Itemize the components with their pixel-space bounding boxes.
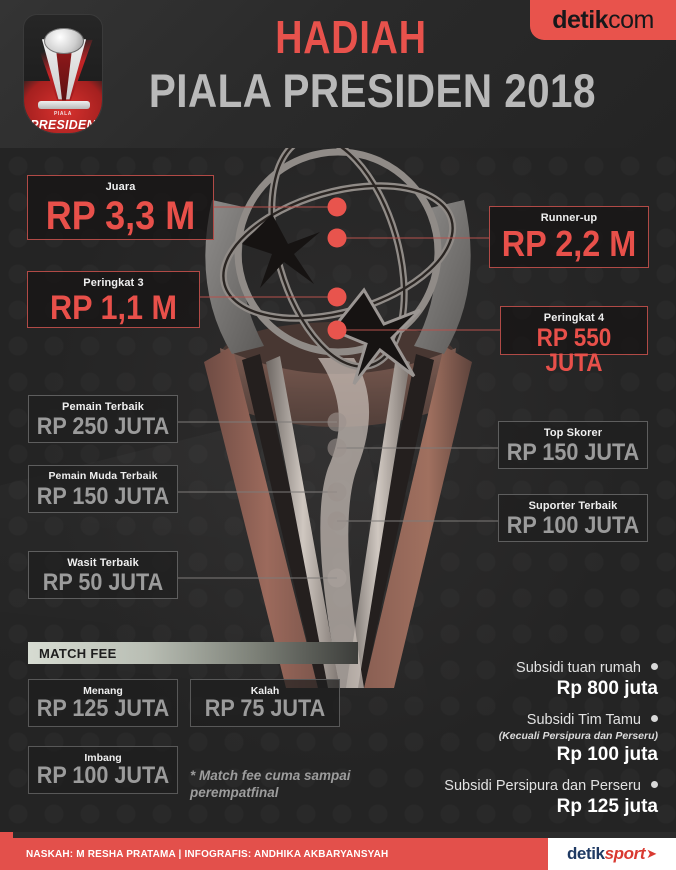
- logo-ball-outline-icon: [44, 28, 84, 54]
- prize-amount: RP 50 JUTA: [42, 569, 164, 597]
- match-fee-label: Menang: [83, 685, 123, 697]
- subsidi-amount: Rp 125 juta: [556, 796, 658, 818]
- prize-amount: RP 150 JUTA: [506, 439, 640, 467]
- prize-box-suporter-terbaik[interactable]: Suporter Terbaik RP 100 JUTA: [498, 494, 648, 542]
- logo-trophy-base: [38, 101, 90, 109]
- subsidi-item-persipura-perseru: Subsidi Persipura dan Perseru Rp 125 jut…: [348, 778, 658, 819]
- match-fee-heading-text: MATCH FEE: [39, 645, 117, 661]
- infographic-body: Juara RP 3,3 M Runner-up RP 2,2 M Pering…: [0, 148, 676, 832]
- match-fee-header: MATCH FEE: [28, 642, 358, 664]
- match-fee-section: MATCH FEE: [28, 642, 358, 664]
- bullet-icon: [651, 663, 658, 670]
- detiksport-logo[interactable]: detik sport ➤: [548, 838, 676, 870]
- prize-amount: RP 250 JUTA: [36, 413, 170, 441]
- prize-box-peringkat-3[interactable]: Peringkat 3 RP 1,1 M: [27, 271, 200, 328]
- footer-credit-text: NASKAH: M RESHA PRATAMA | INFOGRAFIS: AN…: [26, 848, 389, 860]
- piala-presiden-logo: PIALA PRESIDEN: [23, 14, 103, 134]
- prize-box-wasit-terbaik[interactable]: Wasit Terbaik RP 50 JUTA: [28, 551, 178, 599]
- subsidi-amount: Rp 800 juta: [556, 678, 658, 700]
- prize-amount: RP 2,2 M: [501, 223, 637, 265]
- prize-box-pemain-muda-terbaik[interactable]: Pemain Muda Terbaik RP 150 JUTA: [28, 465, 178, 513]
- prize-amount: RP 150 JUTA: [36, 482, 170, 510]
- title-hadiah: HADIAH: [275, 11, 427, 63]
- subsidi-label: Subsidi tuan rumah: [516, 660, 641, 676]
- prize-label: Peringkat 4: [543, 312, 605, 324]
- prize-box-top-skorer[interactable]: Top Skorer RP 150 JUTA: [498, 421, 648, 469]
- prize-amount: RP 3,3 M: [45, 194, 196, 239]
- prize-label: Pemain Terbaik: [62, 401, 144, 413]
- subsidi-note: (Kecuali Persipura dan Perseru): [498, 729, 658, 742]
- prize-amount: RP 550 JUTA: [536, 324, 612, 378]
- prize-box-pemain-terbaik[interactable]: Pemain Terbaik RP 250 JUTA: [28, 395, 178, 443]
- swoosh-icon: ➤: [646, 846, 658, 861]
- subsidi-label: Subsidi Tim Tamu: [526, 712, 641, 729]
- bullet-icon: [651, 780, 658, 788]
- bullet-icon: [651, 715, 658, 723]
- prize-label: Wasit Terbaik: [67, 557, 139, 569]
- prize-box-juara[interactable]: Juara RP 3,3 M: [27, 175, 214, 240]
- detiksport-sport-text: sport: [604, 844, 646, 863]
- logo-presiden-text: PRESIDEN: [30, 117, 96, 132]
- match-fee-label: Imbang: [84, 752, 122, 764]
- subsidi-label: Subsidi Persipura dan Perseru: [444, 777, 641, 794]
- prize-label: Pemain Muda Terbaik: [48, 470, 158, 482]
- prize-label: Suporter Terbaik: [528, 500, 618, 512]
- match-fee-box-imbang[interactable]: Imbang RP 100 JUTA: [28, 746, 178, 794]
- detikcom-bold-text: detik: [552, 5, 609, 34]
- prize-label: Juara: [105, 181, 136, 193]
- match-fee-amount: RP 125 JUTA: [36, 695, 170, 722]
- match-fee-box-kalah[interactable]: Kalah RP 75 JUTA: [190, 679, 340, 727]
- match-fee-note: * Match fee cuma sampai perempatfinal: [190, 768, 351, 800]
- prize-label: Peringkat 3: [83, 277, 144, 289]
- title-piala-presiden-2018: PIALA PRESIDEN 2018: [148, 64, 596, 117]
- page-title: HADIAH PIALA PRESIDEN 2018: [116, 11, 596, 117]
- footer-spacer: [0, 832, 676, 838]
- prize-label: Top Skorer: [543, 427, 603, 439]
- logo-piala-text: PIALA: [54, 111, 72, 117]
- page-header: PIALA PRESIDEN HADIAH PIALA PRESIDEN 201…: [0, 0, 676, 148]
- match-fee-label: Kalah: [250, 685, 280, 697]
- detikcom-light-text: com: [608, 5, 654, 34]
- subsidi-item-tim-tamu: Subsidi Tim Tamu (Kecuali Persipura dan …: [348, 712, 658, 767]
- connector-lines: [178, 197, 500, 588]
- prize-label: Runner-up: [540, 212, 598, 224]
- detiksport-detik-text: detik: [566, 844, 605, 863]
- prize-amount: RP 1,1 M: [49, 289, 177, 328]
- subsidi-section: Subsidi tuan rumah Rp 800 juta Subsidi T…: [348, 660, 658, 830]
- detikcom-logo[interactable]: detik com: [530, 0, 676, 40]
- page-footer: NASKAH: M RESHA PRATAMA | INFOGRAFIS: AN…: [0, 838, 676, 870]
- subsidi-item-tuan-rumah: Subsidi tuan rumah Rp 800 juta: [348, 660, 658, 701]
- match-fee-amount: RP 100 JUTA: [36, 762, 170, 789]
- prize-box-peringkat-4[interactable]: Peringkat 4 RP 550 JUTA: [500, 306, 648, 376]
- match-fee-box-menang[interactable]: Menang RP 125 JUTA: [28, 679, 178, 727]
- connector-dots: [327, 197, 347, 588]
- match-fee-amount: RP 75 JUTA: [204, 695, 326, 722]
- prize-box-runner-up[interactable]: Runner-up RP 2,2 M: [489, 206, 649, 268]
- prize-amount: RP 100 JUTA: [506, 512, 640, 540]
- subsidi-amount: Rp 100 juta: [556, 744, 658, 766]
